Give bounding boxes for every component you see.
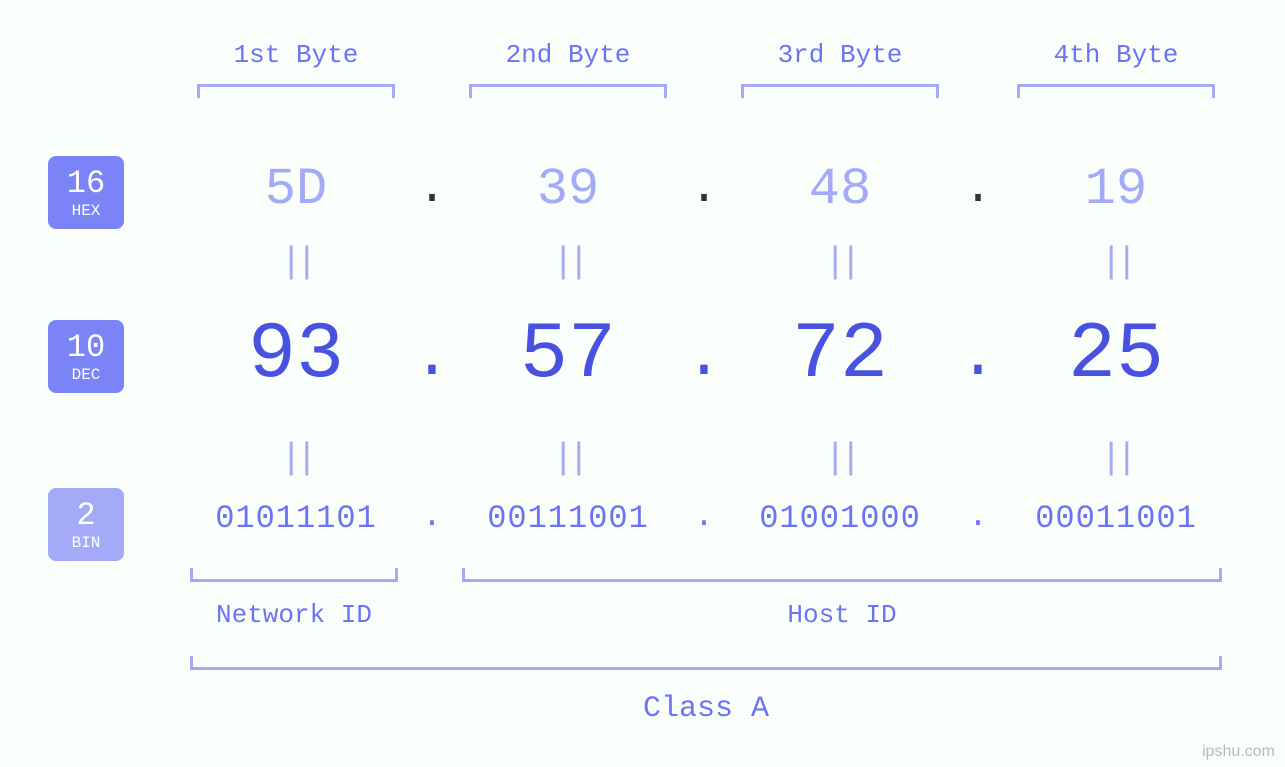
badge-dec-label: DEC (62, 367, 110, 385)
hex-value: 48 (735, 160, 945, 219)
badge-dec: 10 DEC (48, 320, 124, 393)
dec-value: 93 (191, 310, 401, 401)
badge-bin-num: 2 (62, 498, 110, 533)
equals-icon: || (810, 438, 870, 479)
hex-value: 19 (1011, 160, 1221, 219)
dot: . (412, 162, 452, 216)
byte-bracket-top (1017, 84, 1215, 98)
bin-value: 01001000 (725, 500, 955, 537)
dot: . (680, 322, 728, 394)
byte-header: 2nd Byte (463, 40, 673, 70)
equals-icon: || (810, 242, 870, 283)
dot: . (962, 498, 994, 535)
bin-value: 01011101 (181, 500, 411, 537)
equals-icon: || (1086, 242, 1146, 283)
hex-value: 39 (463, 160, 673, 219)
byte-bracket-top (469, 84, 667, 98)
dec-value: 25 (1011, 310, 1221, 401)
dec-value: 72 (735, 310, 945, 401)
badge-hex-num: 16 (62, 166, 110, 201)
equals-icon: || (266, 242, 326, 283)
bin-value: 00111001 (453, 500, 683, 537)
host-id-label: Host ID (462, 600, 1222, 630)
dot: . (688, 498, 720, 535)
equals-icon: || (538, 438, 598, 479)
dot: . (416, 498, 448, 535)
dot: . (954, 322, 1002, 394)
badge-bin-label: BIN (62, 535, 110, 553)
equals-icon: || (538, 242, 598, 283)
byte-header: 1st Byte (191, 40, 401, 70)
hex-value: 5D (191, 160, 401, 219)
bin-value: 00011001 (1001, 500, 1231, 537)
badge-bin: 2 BIN (48, 488, 124, 561)
badge-dec-num: 10 (62, 330, 110, 365)
byte-header: 4th Byte (1011, 40, 1221, 70)
class-label: Class A (190, 692, 1222, 726)
dot: . (408, 322, 456, 394)
byte-header: 3rd Byte (735, 40, 945, 70)
badge-hex: 16 HEX (48, 156, 124, 229)
equals-icon: || (1086, 438, 1146, 479)
equals-icon: || (266, 438, 326, 479)
byte-bracket-top (197, 84, 395, 98)
host-bracket (462, 568, 1222, 582)
dot: . (958, 162, 998, 216)
class-bracket (190, 656, 1222, 670)
network-id-label: Network ID (190, 600, 398, 630)
dec-value: 57 (463, 310, 673, 401)
badge-hex-label: HEX (62, 203, 110, 221)
watermark: ipshu.com (1202, 743, 1275, 761)
byte-bracket-top (741, 84, 939, 98)
network-bracket (190, 568, 398, 582)
dot: . (684, 162, 724, 216)
